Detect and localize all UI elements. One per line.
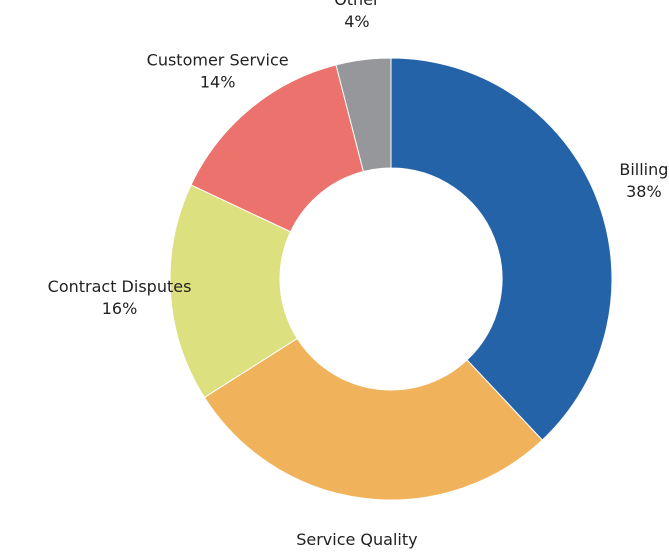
slice-contract-disputes [169, 184, 298, 399]
slice-billing [390, 57, 613, 441]
slice-value-label: 4% [344, 12, 369, 31]
label-billing: Billing 38% [619, 160, 668, 201]
label-contract-disputes: Contract Disputes 16% [48, 277, 192, 318]
label-other: Other 4% [334, 0, 380, 31]
slice-name-label: Service Quality [296, 530, 417, 549]
slice-service-quality [203, 337, 543, 501]
label-customer-service: Customer Service 14% [147, 50, 289, 91]
slice-value-label: 14% [200, 72, 236, 91]
donut-labels: Billing 38% Service Quality28% Contract Dis… [48, 0, 669, 557]
slice-value-label: 38% [626, 182, 662, 201]
slice-other [335, 57, 392, 173]
label-service-quality: Service Quality28% [296, 530, 417, 553]
slice-name-label: Billing [619, 160, 668, 179]
slice-name-label: Other [334, 0, 380, 9]
slice-name-label: Customer Service [147, 50, 289, 69]
slice-name-label: Contract Disputes [48, 277, 192, 296]
donut-slices [169, 57, 613, 501]
slice-value-label: 16% [102, 299, 138, 318]
